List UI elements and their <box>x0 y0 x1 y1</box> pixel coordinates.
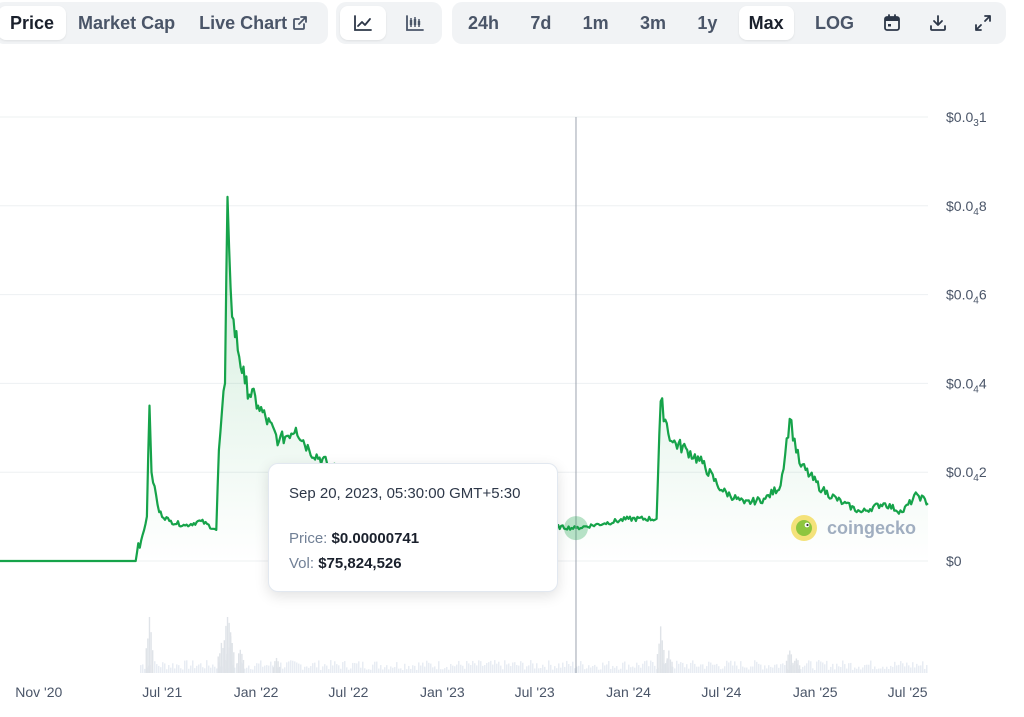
range-tab-group: 24h 7d 1m 3m 1y Max LOG <box>452 2 1006 44</box>
x-tick-label: Jan '25 <box>793 684 838 700</box>
tooltip-vol-label: Vol: <box>289 555 315 572</box>
fullscreen-button[interactable] <box>966 6 1000 40</box>
x-tick-label: Jul '25 <box>888 684 928 700</box>
x-tick-label: Jul '21 <box>142 684 182 700</box>
metric-tab-group: Price Market Cap Live Chart <box>0 2 328 44</box>
x-tick-label: Nov '20 <box>15 684 62 700</box>
tab-price[interactable]: Price <box>0 6 67 40</box>
download-button[interactable] <box>921 6 955 40</box>
tooltip-price-row: Price: $0.00000741 <box>289 530 419 547</box>
range-24h[interactable]: 24h <box>468 12 500 33</box>
y-tick-label: $0.042 <box>946 464 987 484</box>
candlestick-chart-icon <box>406 15 424 31</box>
external-link-icon <box>293 16 308 30</box>
tooltip-price-value: $0.00000741 <box>331 530 420 547</box>
calendar-icon <box>884 14 901 31</box>
tooltip-price-label: Price: <box>289 530 328 547</box>
range-3m[interactable]: 3m <box>640 12 667 33</box>
x-tick-label: Jan '24 <box>606 684 651 700</box>
range-max[interactable]: Max <box>738 6 794 40</box>
y-tick-label: $0.046 <box>946 287 987 307</box>
y-tick-label: $0.044 <box>946 375 987 395</box>
price-chart[interactable]: $0 $0.042 $0.044 $0.046 $0.048 $0.031 Nov '20… <box>0 60 1024 717</box>
hover-marker <box>563 516 588 541</box>
range-1y[interactable]: 1y <box>697 12 718 33</box>
log-scale-toggle[interactable]: LOG <box>815 12 854 33</box>
tooltip-vol-row: Vol: $75,824,526 <box>289 555 402 572</box>
tooltip-vol-value: $75,824,526 <box>318 555 402 572</box>
tab-live-chart[interactable]: Live Chart <box>187 6 320 40</box>
line-chart-icon <box>354 15 372 31</box>
coingecko-watermark: coingecko <box>791 515 916 541</box>
range-7d[interactable]: 7d <box>530 12 552 33</box>
chart-type-tab-group <box>336 2 442 44</box>
y-tick-label: $0.048 <box>946 198 987 218</box>
x-tick-label: Jul '22 <box>328 684 368 700</box>
line-chart-button[interactable] <box>340 6 386 40</box>
x-tick-label: Jan '22 <box>234 684 279 700</box>
candlestick-chart-button[interactable] <box>392 6 438 40</box>
watermark-text: coingecko <box>827 518 916 538</box>
download-icon <box>929 15 946 31</box>
hover-tooltip: Sep 20, 2023, 05:30:00 GMT+5:30 Price: $… <box>268 463 558 592</box>
tab-market-cap[interactable]: Market Cap <box>78 12 176 33</box>
y-tick-label: $0.031 <box>946 109 987 129</box>
tooltip-date: Sep 20, 2023, 05:30:00 GMT+5:30 <box>289 485 521 502</box>
calendar-button[interactable] <box>875 6 909 40</box>
price-area-fill <box>0 196 928 561</box>
x-tick-label: Jan '23 <box>420 684 465 700</box>
y-tick-label: $0 <box>946 553 962 569</box>
expand-icon <box>975 15 991 31</box>
range-1m[interactable]: 1m <box>582 12 609 33</box>
x-tick-label: Jul '24 <box>701 684 741 700</box>
tab-live-chart-label: Live Chart <box>199 12 288 33</box>
x-tick-label: Jul '23 <box>515 684 555 700</box>
